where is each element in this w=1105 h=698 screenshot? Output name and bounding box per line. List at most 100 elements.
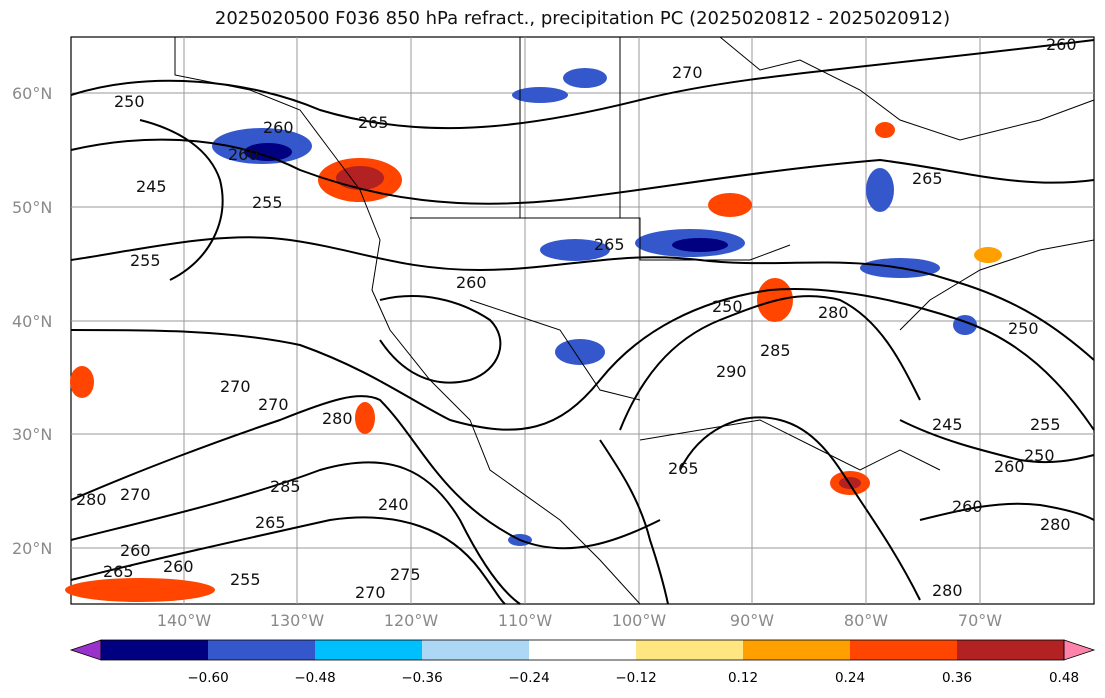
contour-label: 280 bbox=[1040, 515, 1071, 534]
lon-tick-label: 120°W bbox=[384, 611, 439, 630]
lon-tick-label: 110°W bbox=[498, 611, 553, 630]
colorbar-bin bbox=[636, 640, 744, 660]
west-coast bbox=[174, 37, 641, 605]
pc-blob-negative bbox=[866, 168, 894, 212]
pc-shading bbox=[65, 68, 1002, 602]
contour-label: 255 bbox=[130, 251, 161, 270]
contour-label: 270 bbox=[120, 485, 151, 504]
contour-line bbox=[70, 236, 1095, 361]
pc-blob-negative bbox=[563, 68, 607, 88]
colorbar-bin bbox=[850, 640, 958, 660]
contour-label: 260 bbox=[228, 145, 259, 164]
colorbar-tick-label: 0.48 bbox=[1049, 670, 1079, 686]
contour-label: 260 bbox=[263, 118, 294, 137]
lat-tick-label: 40°N bbox=[12, 312, 52, 331]
colorbar-tick-label: −0.60 bbox=[187, 670, 228, 686]
contour-label: 260 bbox=[1046, 35, 1077, 54]
map-panel: 270 250 265 260 245 255 260 255 265 260 … bbox=[65, 35, 1095, 605]
contour-label: 265 bbox=[912, 169, 943, 188]
colorbar-bin bbox=[101, 640, 209, 660]
lat-tick-label: 30°N bbox=[12, 425, 52, 444]
contour-label: 270 bbox=[258, 395, 289, 414]
colorbar-bin bbox=[315, 640, 423, 660]
contour-line bbox=[679, 416, 921, 601]
contour-label: 260 bbox=[163, 557, 194, 576]
contour-label: 260 bbox=[456, 273, 487, 292]
lon-tick-label: 100°W bbox=[612, 611, 667, 630]
colorbar-outline bbox=[100, 639, 1065, 661]
colorbar-extend-high bbox=[1063, 639, 1096, 661]
contour-line bbox=[139, 119, 224, 281]
contour-label: 290 bbox=[716, 362, 747, 381]
colorbar-bin bbox=[208, 640, 316, 660]
lat-tick-label: 50°N bbox=[12, 198, 52, 217]
colorbar-labels: −0.60 −0.48 −0.36 −0.24 −0.12 0.12 0.24 0.36 0.4… bbox=[187, 670, 1079, 686]
contour-label: 250 bbox=[1024, 446, 1055, 465]
contour-line bbox=[899, 419, 1095, 464]
lon-tick-label: 90°W bbox=[730, 611, 774, 630]
colorbar-bin bbox=[957, 640, 1065, 660]
colorbar-tick-label: 0.36 bbox=[942, 670, 972, 686]
contour-label: 270 bbox=[355, 583, 386, 602]
contour-label: 255 bbox=[230, 570, 261, 589]
pc-blob-positive bbox=[974, 247, 1002, 263]
colorbar-tick-label: 0.12 bbox=[728, 670, 758, 686]
colorbar-tick-label: −0.24 bbox=[508, 670, 549, 686]
colorbar bbox=[69, 639, 1096, 661]
contour-label: 270 bbox=[672, 63, 703, 82]
contour-line bbox=[919, 502, 1095, 521]
contour-line bbox=[379, 295, 502, 384]
contour-label: 250 bbox=[114, 92, 145, 111]
contour-label: 265 bbox=[103, 562, 134, 581]
lon-tick-label: 140°W bbox=[157, 611, 212, 630]
contour-line bbox=[70, 461, 521, 605]
contour-label: 245 bbox=[932, 415, 963, 434]
contour-label: 265 bbox=[668, 459, 699, 478]
lon-tick-label: 70°W bbox=[958, 611, 1002, 630]
contour-label: 280 bbox=[932, 581, 963, 600]
contour-label: 240 bbox=[378, 495, 409, 514]
pc-blob-positive bbox=[875, 122, 895, 138]
contour-label: 245 bbox=[136, 177, 167, 196]
contour-label-group: 270 250 265 260 245 255 260 255 265 260 … bbox=[76, 35, 1077, 602]
contour-label: 250 bbox=[1008, 319, 1039, 338]
contour-label: 285 bbox=[270, 477, 301, 496]
contour-line bbox=[70, 516, 506, 605]
longitude-axis: 140°W 130°W 120°W 110°W 100°W 90°W 80°W … bbox=[157, 611, 1002, 630]
colorbar-tick-label: −0.12 bbox=[615, 670, 656, 686]
contour-label: 260 bbox=[120, 541, 151, 560]
pc-blob-negative-strong bbox=[244, 143, 292, 161]
us-mexico-border bbox=[469, 299, 641, 401]
gulf-coast bbox=[639, 419, 941, 471]
province-borders bbox=[519, 37, 621, 218]
contour-line bbox=[599, 439, 669, 605]
contour-label: 280 bbox=[818, 303, 849, 322]
colorbar-bin bbox=[529, 640, 637, 660]
contour-label: 275 bbox=[390, 565, 421, 584]
map-title: 2025020500 F036 850 hPa refract., precip… bbox=[214, 8, 951, 29]
colorbar-bin bbox=[743, 640, 851, 660]
colorbar-extend-low bbox=[69, 639, 102, 661]
pc-blob-negative-strong bbox=[672, 238, 728, 252]
contour-line bbox=[70, 138, 1095, 205]
contour-line bbox=[70, 395, 661, 550]
pc-blob-positive-strong bbox=[336, 166, 384, 190]
pc-blob-positive bbox=[70, 366, 94, 398]
contour-label: 260 bbox=[952, 497, 983, 516]
contour-label: 265 bbox=[255, 513, 286, 532]
lon-tick-label: 130°W bbox=[270, 611, 325, 630]
contour-label: 280 bbox=[322, 409, 353, 428]
colorbar-tick-label: −0.48 bbox=[294, 670, 335, 686]
colorbar-tick-label: −0.36 bbox=[401, 670, 442, 686]
coastlines bbox=[174, 36, 1095, 605]
lon-tick-label: 80°W bbox=[844, 611, 888, 630]
us-canada-border bbox=[410, 217, 791, 261]
pc-blob-negative bbox=[512, 87, 568, 103]
atlantic-coast bbox=[899, 239, 1095, 331]
contour-label: 265 bbox=[358, 113, 389, 132]
contour-label: 250 bbox=[712, 297, 743, 316]
pc-blob-negative bbox=[540, 239, 610, 261]
colorbar-tick-label: 0.24 bbox=[835, 670, 865, 686]
latitude-axis: 60°N 50°N 40°N 30°N 20°N bbox=[12, 84, 52, 558]
